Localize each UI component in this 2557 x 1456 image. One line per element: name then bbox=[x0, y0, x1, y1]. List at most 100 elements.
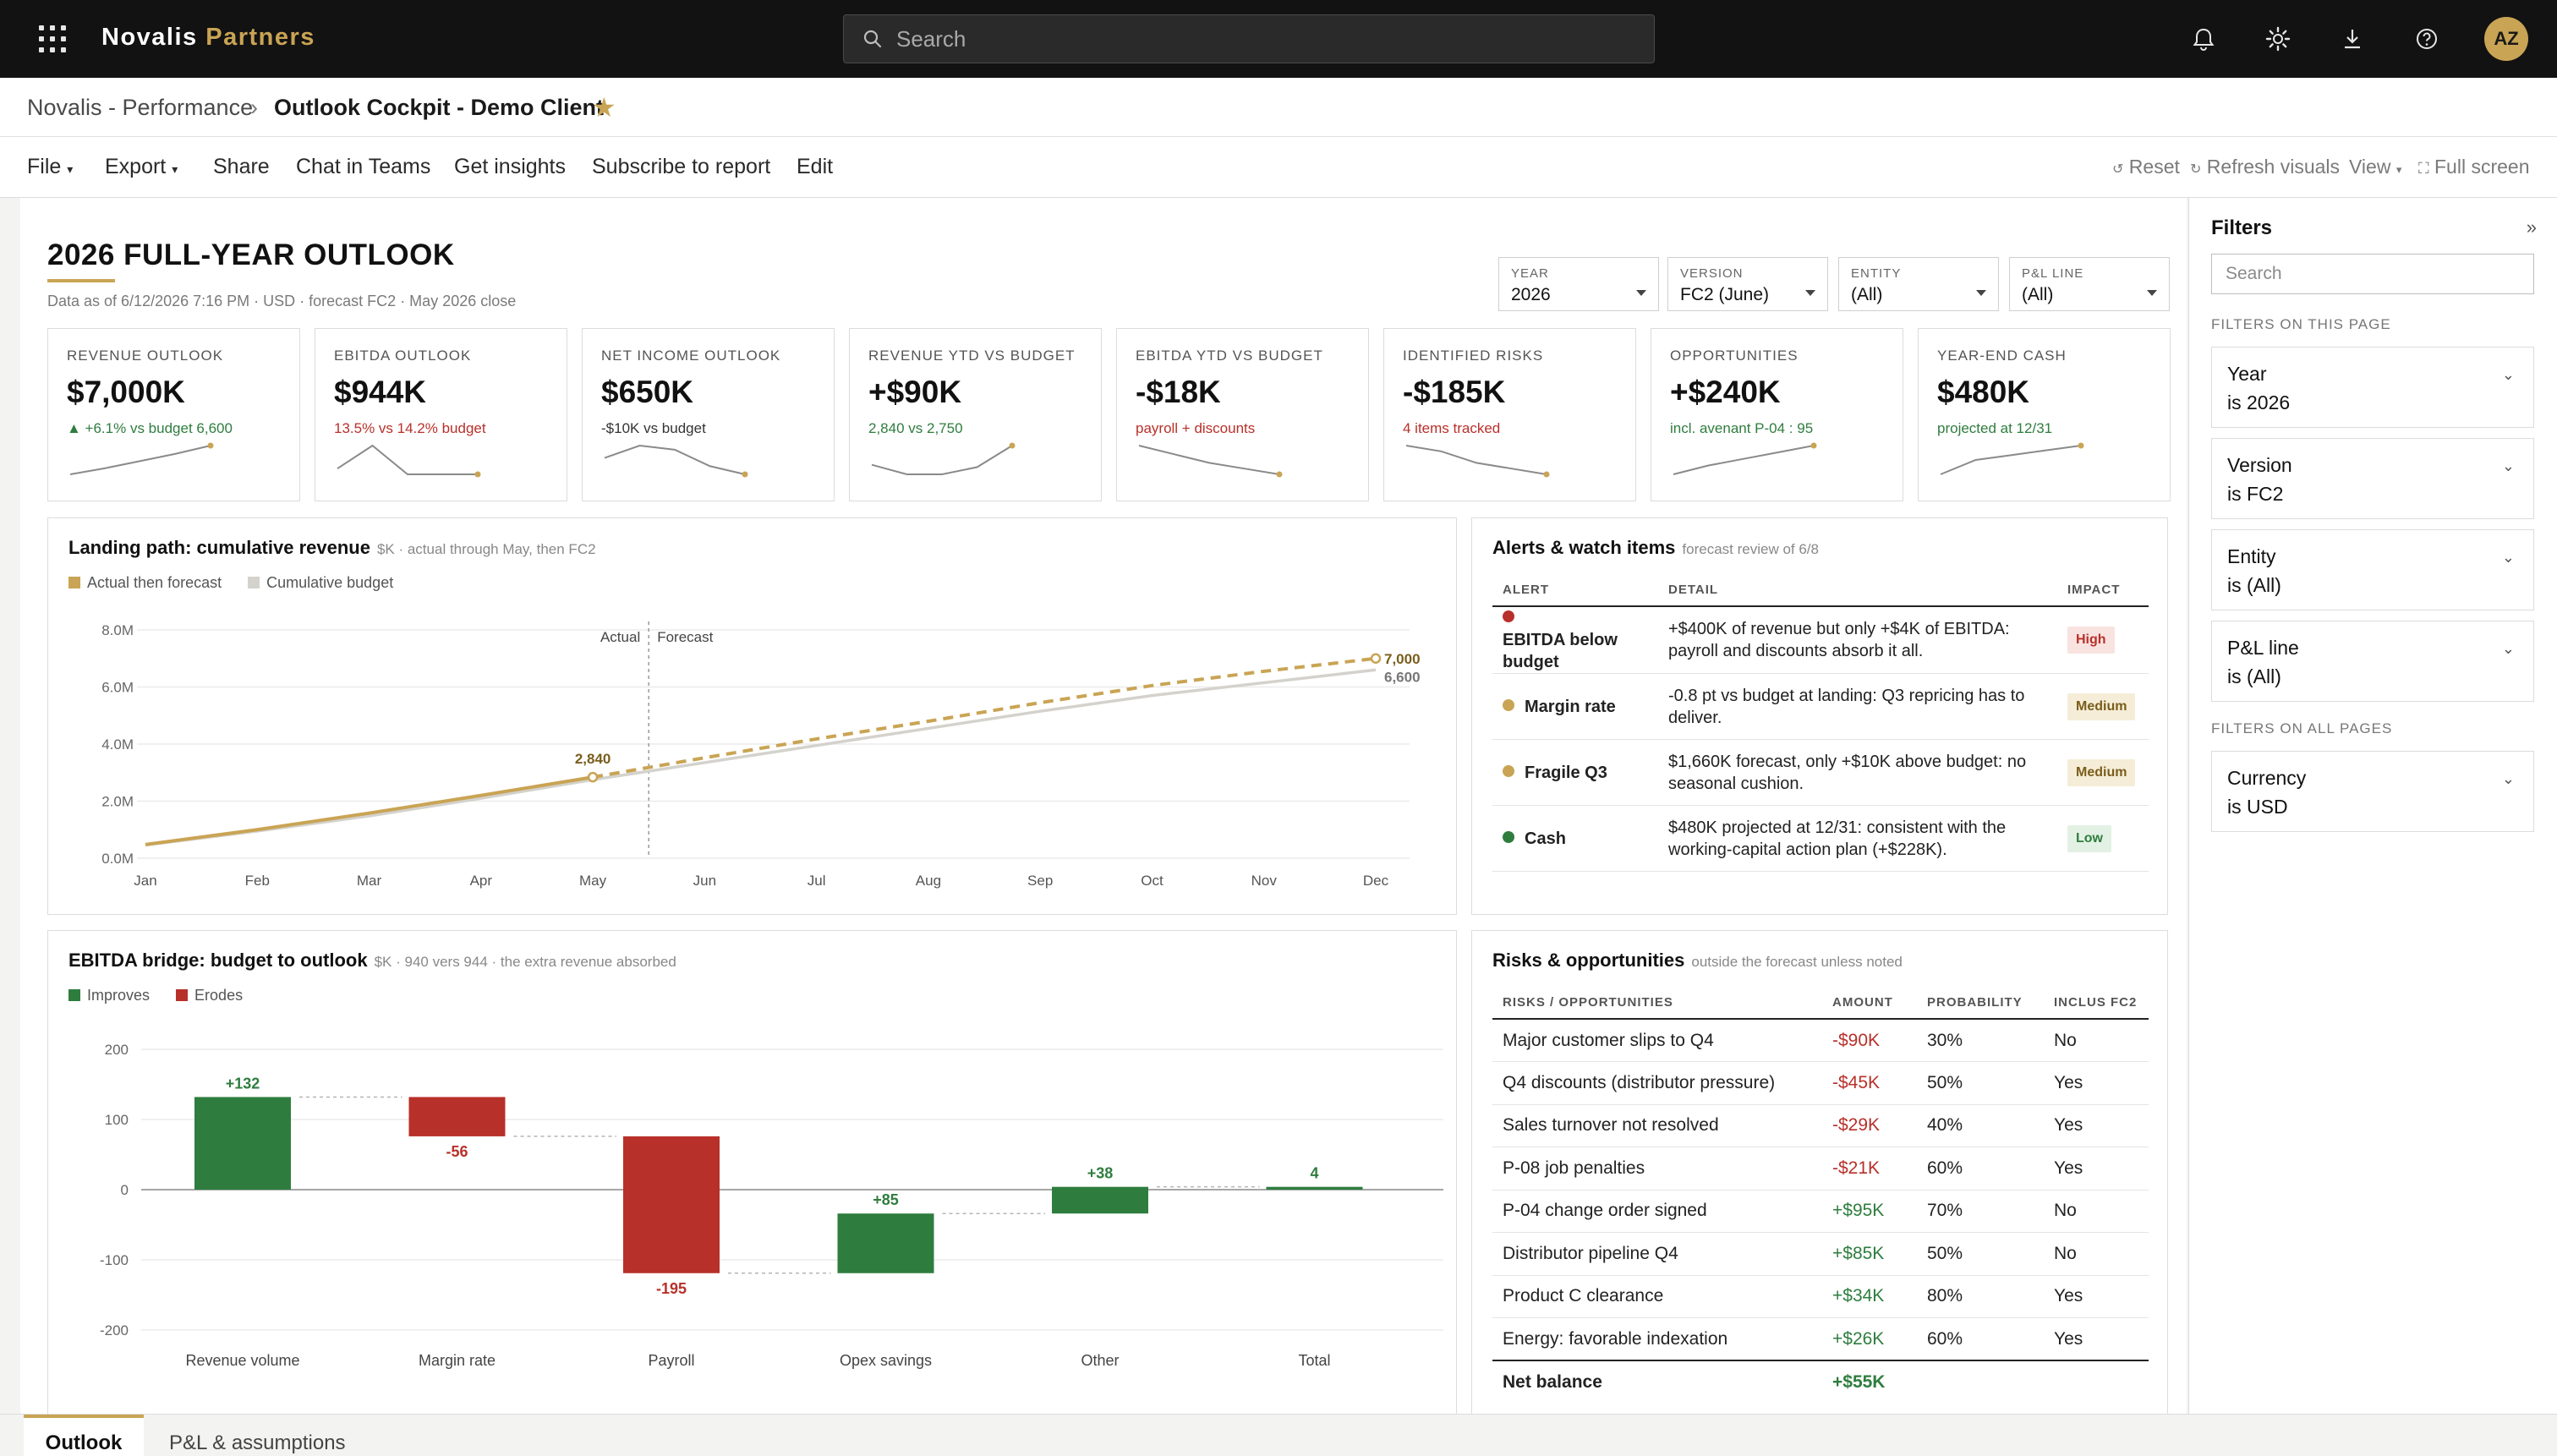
file-menu[interactable]: File ▾ bbox=[27, 155, 74, 178]
favorite-star-icon[interactable]: ★ bbox=[592, 92, 616, 123]
waterfall-bar[interactable] bbox=[837, 1213, 934, 1273]
refresh-visuals-button[interactable]: ↻ Refresh visuals bbox=[2190, 156, 2341, 178]
filter-card[interactable]: Version is FC2 ⌄ bbox=[2211, 438, 2534, 519]
action-bar: File ▾ Export ▾ Share Chat in Teams Get … bbox=[0, 137, 2557, 198]
column-header-alert[interactable]: ALERT bbox=[1492, 574, 1658, 607]
download-icon[interactable] bbox=[2337, 24, 2368, 54]
global-search[interactable] bbox=[843, 14, 1655, 63]
data-point[interactable] bbox=[587, 771, 599, 783]
y-tick-label: 0.0M bbox=[101, 851, 134, 867]
kpi-label: REVENUE OUTLOOK bbox=[67, 348, 224, 364]
slicer-year[interactable]: YEAR 2026 bbox=[1498, 257, 1659, 311]
tab-pl-assumptions[interactable]: P&L & assumptions bbox=[169, 1431, 346, 1454]
app-launcher-icon[interactable] bbox=[39, 25, 66, 52]
legend-item-erodes[interactable]: Erodes bbox=[176, 987, 243, 1004]
edit-button[interactable]: Edit bbox=[797, 155, 834, 178]
slicer-version[interactable]: VERSION FC2 (June) bbox=[1667, 257, 1828, 311]
chevron-down-icon[interactable]: ⌄ bbox=[2501, 457, 2515, 474]
table-row[interactable]: Sales turnover not resolved -$29K 40% Yes bbox=[1492, 1104, 2149, 1147]
landing-path-panel[interactable]: Landing path: cumulative revenue $K · act… bbox=[47, 517, 1457, 915]
kpi-card[interactable]: REVENUE OUTLOOK $7,000K ▲ +6.1% vs budget … bbox=[47, 328, 300, 501]
legend-item-actual[interactable]: Actual then forecast bbox=[68, 574, 222, 591]
view-menu[interactable]: View ▾ bbox=[2349, 156, 2402, 178]
page-tabs: Outlook P&L & assumptions bbox=[0, 1414, 2557, 1456]
kpi-card[interactable]: IDENTIFIED RISKS -$185K 4 items tracked bbox=[1383, 328, 1636, 501]
chevron-down-icon[interactable]: ⌄ bbox=[2501, 549, 2515, 566]
column-header-item[interactable]: RISKS / OPPORTUNITIES bbox=[1492, 987, 1822, 1020]
export-menu[interactable]: Export ▾ bbox=[105, 155, 178, 178]
slicer-label: ENTITY bbox=[1851, 266, 1902, 281]
actual-series-line[interactable] bbox=[145, 775, 594, 846]
full-screen-button[interactable]: ⛶ Full screen bbox=[2418, 156, 2530, 178]
kpi-card[interactable]: YEAR-END CASH $480K projected at 12/31 bbox=[1918, 328, 2171, 501]
tab-outlook[interactable]: Outlook bbox=[24, 1415, 144, 1456]
kpi-label: IDENTIFIED RISKS bbox=[1403, 348, 1544, 364]
legend-item-improves[interactable]: Improves bbox=[68, 987, 150, 1004]
chevron-down-icon[interactable]: ⌄ bbox=[2501, 770, 2515, 787]
kpi-card[interactable]: EBITDA YTD VS BUDGET -$18K payroll + disco… bbox=[1116, 328, 1369, 501]
column-header-included[interactable]: INCLUS FC2 bbox=[2044, 987, 2149, 1020]
legend-item-budget[interactable]: Cumulative budget bbox=[248, 574, 393, 591]
breadcrumb-parent[interactable]: Novalis - Performance bbox=[27, 95, 254, 120]
filter-card[interactable]: Year is 2026 ⌄ bbox=[2211, 347, 2534, 428]
sparkline-path bbox=[337, 444, 478, 475]
user-avatar[interactable]: AZ bbox=[2484, 17, 2528, 61]
ebitda-bridge-panel[interactable]: EBITDA bridge: budget to outlook $K · 940… bbox=[47, 930, 1457, 1414]
subscribe-button[interactable]: Subscribe to report bbox=[592, 155, 771, 178]
table-row[interactable]: Distributor pipeline Q4 +$85K 50% No bbox=[1492, 1232, 2149, 1276]
data-point[interactable] bbox=[1370, 653, 1382, 664]
column-header-amount[interactable]: AMOUNT bbox=[1822, 987, 1917, 1020]
table-row[interactable]: P-04 change order signed +$95K 70% No bbox=[1492, 1190, 2149, 1233]
chevron-down-icon[interactable]: ⌄ bbox=[2501, 640, 2515, 657]
table-row[interactable]: Product C clearance +$34K 80% Yes bbox=[1492, 1275, 2149, 1318]
reset-button[interactable]: ↺ Reset bbox=[2112, 156, 2180, 178]
table-row[interactable]: Q4 discounts (distributor pressure) -$45K… bbox=[1492, 1061, 2149, 1105]
waterfall-bar[interactable] bbox=[1266, 1186, 1363, 1190]
risk-item: P-04 change order signed bbox=[1492, 1190, 1822, 1233]
table-row[interactable]: EBITDA below budget +$400K of revenue but… bbox=[1492, 606, 2149, 674]
brand-logo[interactable]: Novalis Partners bbox=[101, 24, 315, 52]
kpi-card[interactable]: REVENUE YTD VS BUDGET +$90K 2,840 vs 2,750 bbox=[849, 328, 1102, 501]
waterfall-bar[interactable] bbox=[194, 1097, 291, 1190]
kpi-card[interactable]: NET INCOME OUTLOOK $650K -$10K vs budget bbox=[582, 328, 835, 501]
filter-card[interactable]: P&L line is (All) ⌄ bbox=[2211, 621, 2534, 702]
chart-legend: Improves Erodes bbox=[68, 987, 265, 1004]
column-header-detail[interactable]: DETAIL bbox=[1658, 574, 2057, 607]
help-icon[interactable] bbox=[2412, 24, 2442, 54]
kpi-sparkline bbox=[1138, 445, 1283, 478]
slicer-pl-line[interactable]: P&L LINE (All) bbox=[2009, 257, 2170, 311]
table-row[interactable]: Margin rate -0.8 pt vs budget at landing:… bbox=[1492, 673, 2149, 740]
kpi-card[interactable]: OPPORTUNITIES +$240K incl. avenant P-04 : … bbox=[1651, 328, 1903, 501]
data-label: 6,600 bbox=[1384, 669, 1421, 685]
budget-series-line[interactable] bbox=[145, 668, 1377, 847]
column-header-probability[interactable]: PROBABILITY bbox=[1917, 987, 2044, 1020]
slicer-entity[interactable]: ENTITY (All) bbox=[1838, 257, 1999, 311]
chevron-down-icon[interactable]: ⌄ bbox=[2501, 366, 2515, 383]
slicer-label: VERSION bbox=[1680, 266, 1744, 281]
table-row[interactable]: Energy: favorable indexation +$26K 60% Yes bbox=[1492, 1317, 2149, 1361]
kpi-card[interactable]: EBITDA OUTLOOK $944K 13.5% vs 14.2% budget bbox=[315, 328, 567, 501]
waterfall-bar[interactable] bbox=[623, 1136, 720, 1273]
sparkline-path bbox=[69, 445, 211, 475]
search-input[interactable] bbox=[896, 25, 1623, 52]
get-insights-button[interactable]: Get insights bbox=[454, 155, 567, 178]
settings-gear-icon[interactable] bbox=[2263, 24, 2293, 54]
table-row[interactable]: Major customer slips to Q4 -$90K 30% No bbox=[1492, 1019, 2149, 1062]
column-header-impact[interactable]: IMPACT bbox=[2057, 574, 2149, 607]
table-row[interactable]: P-08 job penalties -$21K 60% Yes bbox=[1492, 1147, 2149, 1191]
forecast-series-line[interactable] bbox=[592, 656, 1377, 780]
filter-card[interactable]: Currency is USD ⌄ bbox=[2211, 751, 2534, 832]
x-tick-label: Opex savings bbox=[840, 1352, 932, 1369]
filter-card[interactable]: Entity is (All) ⌄ bbox=[2211, 529, 2534, 610]
chat-in-teams-button[interactable]: Chat in Teams bbox=[296, 155, 431, 178]
data-as-of: Data as of 6/12/2026 7:16 PM · USD · for… bbox=[47, 293, 517, 309]
share-button[interactable]: Share bbox=[213, 155, 270, 178]
table-row[interactable]: Cash $480K projected at 12/31: consistent… bbox=[1492, 805, 2149, 872]
collapse-pane-icon[interactable]: » bbox=[2526, 216, 2537, 238]
bell-icon[interactable] bbox=[2188, 24, 2219, 54]
panel-note: $K · 940 vers 944 · the extra revenue ab… bbox=[374, 954, 676, 970]
waterfall-bar[interactable] bbox=[1052, 1186, 1148, 1214]
filters-search-input[interactable] bbox=[2211, 254, 2534, 294]
table-row[interactable]: Fragile Q3 $1,660K forecast, only +$10K a… bbox=[1492, 739, 2149, 806]
waterfall-bar[interactable] bbox=[408, 1097, 506, 1136]
